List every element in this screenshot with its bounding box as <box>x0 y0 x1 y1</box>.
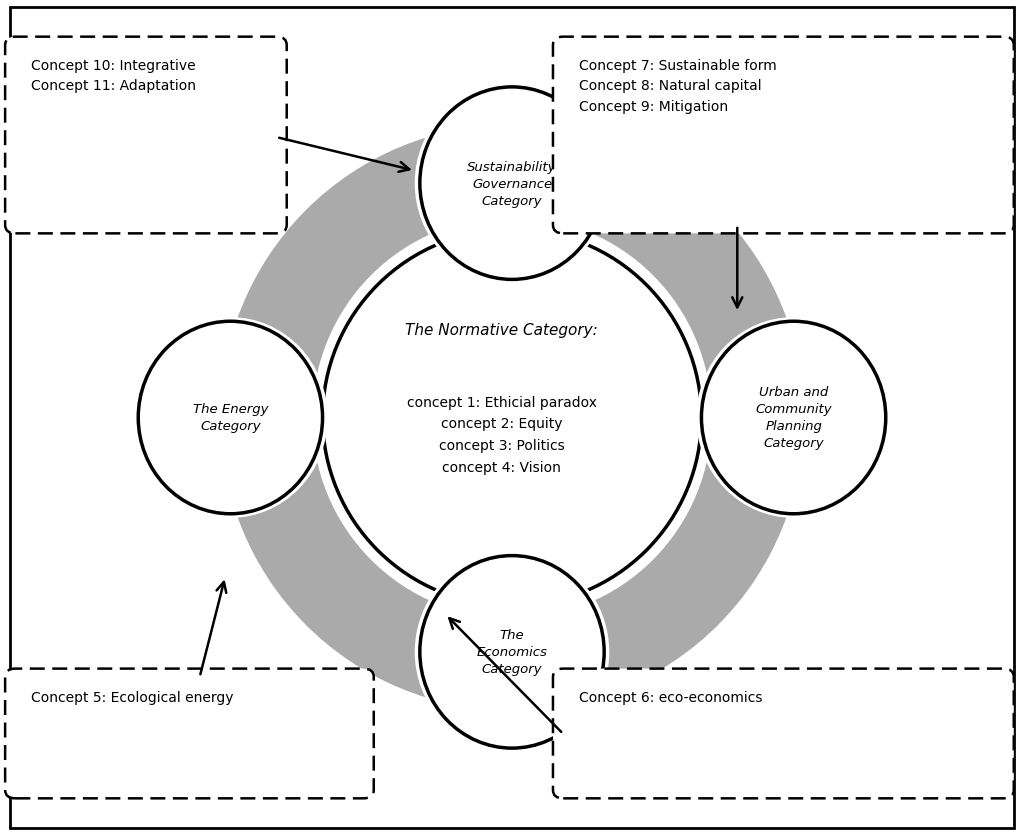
FancyBboxPatch shape <box>5 669 374 798</box>
Text: Concept 6: eco-economics: Concept 6: eco-economics <box>579 690 762 704</box>
Text: Concept 7: Sustainable form
Concept 8: Natural capital
Concept 9: Mitigation: Concept 7: Sustainable form Concept 8: N… <box>579 59 776 114</box>
Ellipse shape <box>696 318 891 518</box>
Ellipse shape <box>701 322 886 514</box>
Ellipse shape <box>415 552 609 752</box>
FancyBboxPatch shape <box>5 38 287 234</box>
Ellipse shape <box>133 318 328 518</box>
Text: Concept 10: Integrative
Concept 11: Adaptation: Concept 10: Integrative Concept 11: Adap… <box>31 59 196 93</box>
Ellipse shape <box>323 230 701 606</box>
Ellipse shape <box>420 556 604 748</box>
Ellipse shape <box>415 84 609 284</box>
Ellipse shape <box>420 88 604 280</box>
Ellipse shape <box>138 322 323 514</box>
Text: The Normative Category:: The Normative Category: <box>406 323 598 338</box>
Text: concept 1: Ethicial paradox
concept 2: Equity
concept 3: Politics
concept 4: Vis: concept 1: Ethicial paradox concept 2: E… <box>407 395 597 474</box>
FancyBboxPatch shape <box>10 8 1014 828</box>
Text: The Energy
Category: The Energy Category <box>193 403 268 433</box>
Ellipse shape <box>220 125 804 711</box>
Text: Urban and
Community
Planning
Category: Urban and Community Planning Category <box>756 386 831 450</box>
Text: The
Economics
Category: The Economics Category <box>476 629 548 675</box>
Text: Concept 5: Ecological energy: Concept 5: Ecological energy <box>31 690 233 704</box>
FancyBboxPatch shape <box>553 38 1014 234</box>
FancyBboxPatch shape <box>553 669 1014 798</box>
Text: Sustainability
Governance
Category: Sustainability Governance Category <box>467 161 557 207</box>
Ellipse shape <box>312 217 712 619</box>
